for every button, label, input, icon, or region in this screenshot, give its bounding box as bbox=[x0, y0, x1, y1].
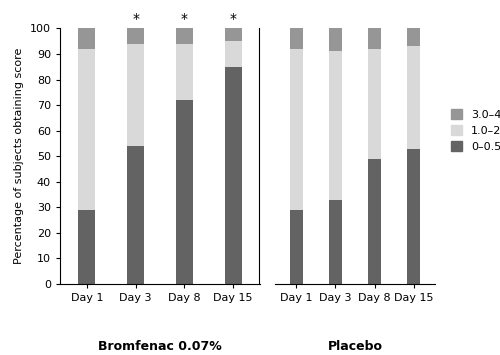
Bar bbox=[406, 46, 420, 148]
Bar bbox=[127, 146, 144, 284]
Bar bbox=[127, 44, 144, 146]
Bar bbox=[224, 67, 242, 284]
Legend: 3.0–4.0, 1.0–2.0, 0–0.5: 3.0–4.0, 1.0–2.0, 0–0.5 bbox=[448, 107, 500, 154]
Text: *: * bbox=[230, 12, 236, 26]
Bar bbox=[368, 28, 382, 49]
Bar bbox=[224, 41, 242, 67]
Bar bbox=[328, 200, 342, 284]
Bar bbox=[176, 28, 193, 44]
Bar bbox=[328, 28, 342, 51]
Y-axis label: Percentage of subjects obtaining score: Percentage of subjects obtaining score bbox=[14, 48, 24, 264]
Bar bbox=[290, 49, 304, 210]
Bar bbox=[176, 100, 193, 284]
Bar bbox=[127, 28, 144, 44]
Text: *: * bbox=[181, 12, 188, 26]
Bar bbox=[368, 49, 382, 159]
Text: Bromfenac 0.07%
N=222: Bromfenac 0.07% N=222 bbox=[98, 340, 222, 355]
Bar bbox=[290, 28, 304, 49]
Text: *: * bbox=[132, 12, 139, 26]
Bar bbox=[224, 28, 242, 41]
Bar bbox=[176, 44, 193, 100]
Bar bbox=[78, 28, 96, 49]
Bar bbox=[78, 49, 96, 210]
Text: Placebo
N=218: Placebo N=218 bbox=[328, 340, 382, 355]
Bar bbox=[406, 148, 420, 284]
Bar bbox=[368, 159, 382, 284]
Bar bbox=[78, 210, 96, 284]
Bar bbox=[406, 28, 420, 46]
Bar bbox=[290, 210, 304, 284]
Bar bbox=[328, 51, 342, 200]
